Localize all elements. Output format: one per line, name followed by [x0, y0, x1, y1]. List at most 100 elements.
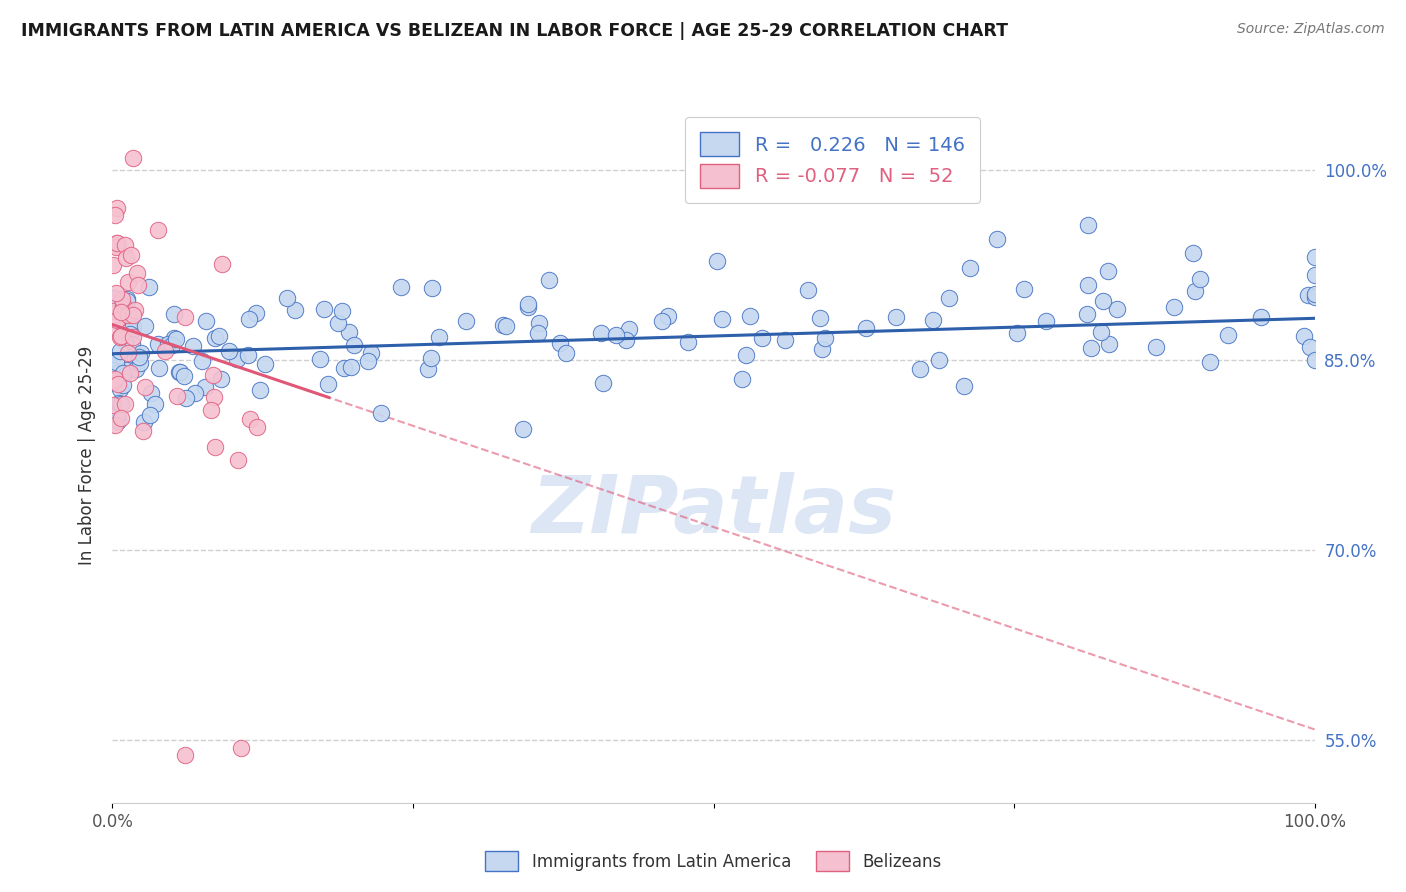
Point — [1076, 307, 1098, 321]
Point — [143, 397, 166, 411]
Point — [343, 338, 366, 352]
Point — [811, 342, 834, 356]
Point — [117, 308, 139, 322]
Point — [103, 291, 125, 305]
Point — [166, 389, 188, 403]
Point — [112, 298, 135, 312]
Point — [735, 348, 758, 362]
Point — [208, 329, 231, 343]
Point — [105, 285, 128, 300]
Point — [229, 741, 252, 756]
Point — [226, 453, 249, 467]
Point — [1005, 326, 1028, 341]
Point — [111, 378, 134, 392]
Point — [124, 351, 146, 365]
Point — [124, 302, 146, 317]
Point — [184, 386, 207, 401]
Point — [316, 376, 339, 391]
Point — [101, 258, 124, 272]
Point — [110, 410, 132, 425]
Point — [132, 424, 155, 438]
Point — [120, 367, 142, 381]
Point — [589, 326, 612, 340]
Point — [740, 310, 762, 324]
Point — [125, 362, 148, 376]
Point — [107, 239, 129, 253]
Point — [173, 747, 195, 762]
Point — [1012, 282, 1035, 296]
Point — [101, 399, 124, 413]
Point — [148, 337, 170, 351]
Point — [110, 328, 132, 343]
Point — [120, 247, 142, 261]
Point — [938, 291, 960, 305]
Point — [114, 238, 136, 252]
Point — [117, 276, 139, 290]
Point — [120, 323, 142, 337]
Point — [238, 312, 260, 326]
Point — [117, 346, 139, 360]
Point — [236, 348, 259, 362]
Text: ZIPatlas: ZIPatlas — [531, 472, 896, 549]
Point — [226, 352, 249, 367]
Point — [115, 294, 138, 309]
Point — [333, 360, 356, 375]
Point — [139, 408, 162, 422]
Point — [517, 300, 540, 314]
Point — [605, 328, 627, 343]
Point — [105, 236, 128, 251]
Point — [105, 367, 128, 381]
Point — [420, 351, 443, 365]
Point — [422, 281, 444, 295]
Point — [676, 334, 699, 349]
Point — [884, 310, 907, 325]
Point — [276, 291, 298, 305]
Point — [104, 372, 127, 386]
Point — [527, 326, 550, 340]
Point — [115, 363, 138, 377]
Point — [855, 320, 877, 334]
Point — [129, 346, 152, 360]
Point — [128, 356, 150, 370]
Point — [959, 260, 981, 275]
Point — [239, 412, 262, 426]
Point — [555, 346, 578, 360]
Point — [105, 408, 128, 422]
Point — [253, 357, 276, 371]
Point — [517, 297, 540, 311]
Point — [218, 344, 240, 359]
Point — [107, 414, 129, 428]
Point — [550, 335, 572, 350]
Point — [202, 390, 225, 404]
Point — [108, 382, 131, 396]
Text: IMMIGRANTS FROM LATIN AMERICA VS BELIZEAN IN LABOR FORCE | AGE 25-29 CORRELATION: IMMIGRANTS FROM LATIN AMERICA VS BELIZEA… — [21, 22, 1008, 40]
Legend: Immigrants from Latin America, Belizeans: Immigrants from Latin America, Belizeans — [478, 845, 949, 878]
Point — [1198, 355, 1220, 369]
Point — [1303, 286, 1326, 301]
Point — [537, 273, 560, 287]
Point — [706, 254, 728, 268]
Point — [104, 354, 127, 368]
Point — [657, 309, 679, 323]
Point — [731, 372, 754, 386]
Point — [1303, 289, 1326, 303]
Point — [211, 257, 233, 271]
Point — [105, 313, 128, 327]
Point — [169, 365, 191, 379]
Point — [195, 313, 218, 327]
Point — [326, 316, 349, 330]
Point — [132, 415, 155, 429]
Point — [249, 383, 271, 397]
Point — [200, 402, 222, 417]
Point — [245, 306, 267, 320]
Point — [814, 330, 837, 344]
Point — [651, 314, 673, 328]
Point — [110, 304, 132, 318]
Point — [512, 422, 534, 436]
Point — [122, 330, 145, 344]
Point — [416, 362, 439, 376]
Point — [122, 318, 145, 333]
Point — [1296, 288, 1319, 302]
Point — [103, 374, 125, 388]
Point — [153, 343, 176, 358]
